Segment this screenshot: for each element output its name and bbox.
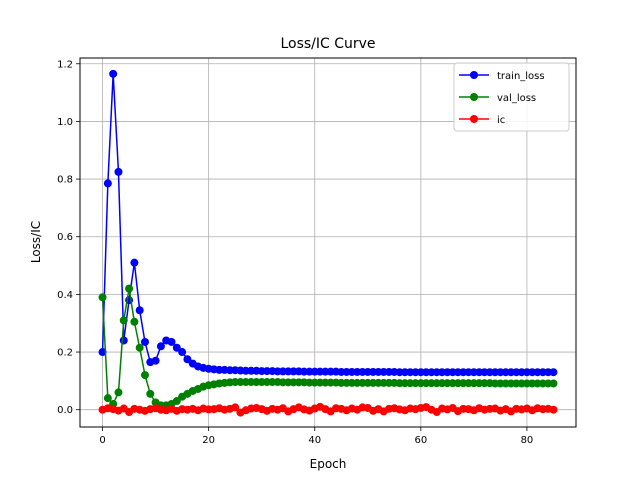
data-point-train-loss	[151, 356, 160, 365]
data-point-val-loss	[98, 293, 107, 302]
data-point-train-loss	[178, 348, 187, 357]
plot-frame	[79, 57, 577, 428]
x-tick-label: 20	[202, 435, 215, 446]
data-point-train-loss	[119, 336, 128, 345]
data-point-val-loss	[119, 316, 128, 325]
data-point-ic	[549, 405, 558, 414]
y-tick-label: 0.0	[57, 405, 73, 416]
x-tick-label: 60	[414, 435, 427, 446]
data-point-train-loss	[183, 355, 192, 364]
series-layer	[98, 69, 558, 417]
data-point-val-loss	[549, 379, 558, 388]
x-axis-label: Epoch	[310, 457, 347, 471]
legend-marker-ic	[470, 115, 478, 123]
y-tick-label: 0.2	[57, 348, 73, 359]
data-point-val-loss	[135, 343, 144, 352]
data-point-val-loss	[114, 388, 123, 397]
data-point-train-loss	[135, 306, 144, 315]
y-tick-label: 0.8	[57, 175, 73, 186]
data-point-val-loss	[125, 284, 134, 293]
data-point-val-loss	[130, 317, 139, 326]
data-point-val-loss	[140, 371, 149, 380]
series-val-loss	[98, 284, 558, 410]
data-point-train-loss	[140, 337, 149, 346]
data-point-train-loss	[167, 337, 176, 346]
y-tick-label: 1.0	[57, 117, 73, 128]
legend-marker-train-loss	[470, 71, 478, 79]
data-point-train-loss	[172, 343, 181, 352]
x-tick-label: 40	[308, 435, 321, 446]
data-point-train-loss	[98, 348, 107, 357]
y-axis-label: Loss/IC	[29, 221, 43, 263]
data-point-val-loss	[172, 397, 181, 406]
legend-marker-val-loss	[470, 93, 478, 101]
data-point-train-loss	[130, 258, 139, 267]
series-train-loss	[98, 69, 558, 377]
legend-label-ic: ic	[497, 115, 505, 126]
series-ic	[98, 402, 558, 417]
legend-label-val-loss: val_loss	[497, 93, 536, 104]
data-point-train-loss	[109, 69, 118, 78]
data-point-train-loss	[103, 179, 112, 188]
data-point-train-loss	[156, 342, 165, 351]
legend-box	[453, 62, 570, 132]
x-tick-label: 80	[521, 435, 534, 446]
data-point-ic	[231, 403, 240, 412]
y-tick-label: 0.6	[57, 232, 73, 243]
chart-title: Loss/IC Curve	[280, 36, 375, 52]
y-tick-label: 1.2	[57, 59, 73, 70]
legend-label-train-loss: train_loss	[497, 71, 545, 82]
data-point-train-loss	[114, 167, 123, 176]
y-tick-label: 0.4	[57, 290, 73, 301]
axis-ticks: 0 20 40 60 80 0.0 0.2 0.4 0.6 0.8 1.0 1.2	[57, 59, 533, 446]
data-point-train-loss	[549, 368, 558, 377]
data-point-val-loss	[103, 394, 112, 403]
x-tick-label: 0	[99, 435, 105, 446]
data-point-val-loss	[146, 389, 155, 398]
legend: train_loss val_loss ic	[453, 62, 570, 132]
